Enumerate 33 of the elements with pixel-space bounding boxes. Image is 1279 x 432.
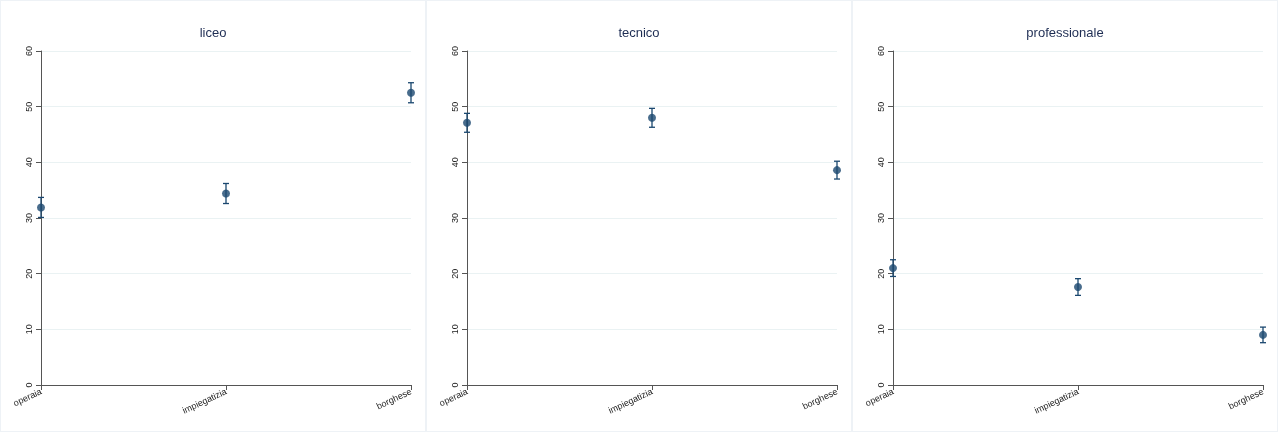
chart-title: professionale <box>1026 25 1104 40</box>
y-tick-label: 60 <box>449 45 460 57</box>
y-tick-label: 10 <box>23 324 34 335</box>
y-tick-label: 10 <box>449 324 460 335</box>
y-tick-label: 60 <box>875 45 886 57</box>
y-tick-label: 30 <box>449 212 460 224</box>
y-tick-label: 20 <box>23 268 34 279</box>
point <box>1259 330 1267 339</box>
y-tick-label: 40 <box>23 157 34 168</box>
chart-title: liceo <box>199 25 227 40</box>
point <box>833 166 841 175</box>
y-tick-label: 0 <box>875 382 886 388</box>
y-tick-label: 20 <box>875 268 886 279</box>
y-tick-label: 30 <box>23 212 34 224</box>
y-tick-label: 10 <box>875 324 886 335</box>
point <box>648 113 656 122</box>
y-tick-label: 50 <box>449 101 460 112</box>
chart-title: tecnico <box>618 25 660 40</box>
y-tick-label: 60 <box>23 45 34 57</box>
y-tick-label: 50 <box>23 101 34 112</box>
point <box>222 189 230 198</box>
y-tick-label: 0 <box>449 382 460 388</box>
point <box>889 264 897 273</box>
y-tick-label: 0 <box>23 382 34 388</box>
point <box>407 88 415 97</box>
y-tick-label: 20 <box>449 268 460 279</box>
point <box>1074 283 1082 292</box>
y-tick-label: 30 <box>875 212 886 224</box>
y-tick-label: 40 <box>875 157 886 168</box>
y-tick-label: 50 <box>875 101 886 112</box>
point <box>463 118 471 127</box>
y-tick-label: 40 <box>449 157 460 168</box>
point <box>37 203 45 212</box>
